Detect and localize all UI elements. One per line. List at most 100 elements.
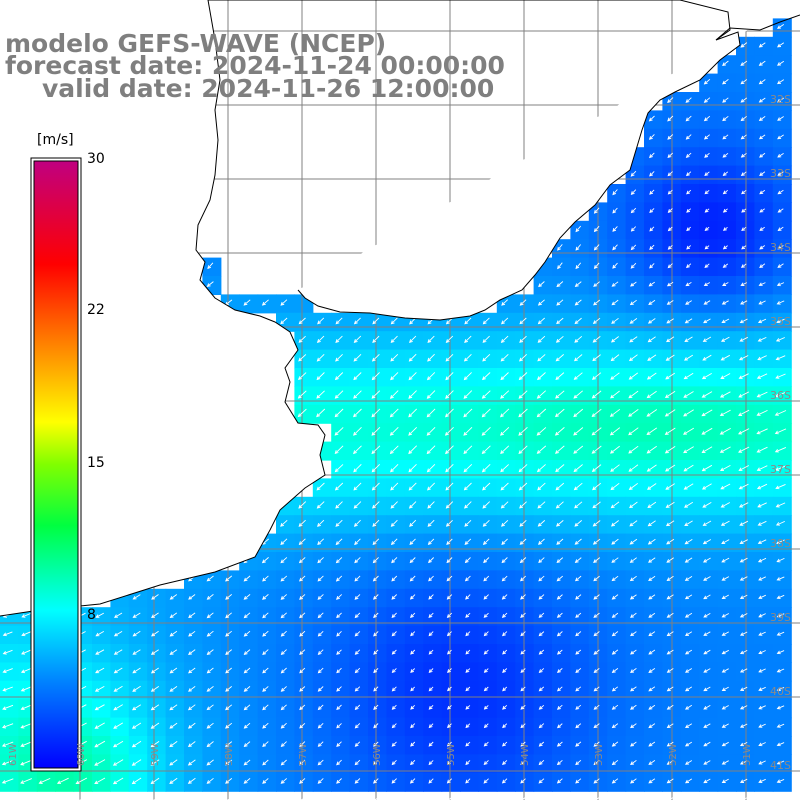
wind-arrow (390, 317, 398, 325)
wind-arrow (502, 686, 508, 692)
wind-arrow (169, 667, 178, 674)
field-cell (680, 441, 700, 461)
wind-arrow (151, 796, 160, 800)
wind-arrow (391, 649, 397, 655)
field-cell (644, 496, 663, 516)
field-cell (368, 607, 387, 627)
field-cell (699, 533, 719, 553)
wind-arrow (21, 613, 31, 618)
wind-arrow (20, 723, 32, 729)
wind-arrow (666, 281, 674, 287)
wind-arrow (188, 667, 196, 674)
wind-arrow (703, 668, 711, 673)
wind-arrow (463, 445, 473, 455)
field-cell (349, 478, 369, 498)
field-cell (349, 662, 369, 682)
wind-arrow (428, 575, 434, 582)
wind-arrow (280, 649, 287, 656)
wind-arrow (354, 575, 361, 582)
wind-arrow (648, 686, 656, 692)
field-cell (607, 404, 627, 424)
field-cell (644, 294, 663, 314)
field-cell (276, 772, 295, 792)
field-cell (331, 552, 351, 571)
wind-arrow (408, 426, 418, 436)
wind-arrow (426, 390, 436, 399)
field-cell (276, 625, 295, 645)
wind-arrow (774, 446, 787, 453)
wind-arrow (758, 613, 766, 618)
field-cell (515, 552, 535, 571)
wind-arrow (463, 390, 473, 399)
wind-arrow (502, 741, 508, 747)
field-cell (404, 607, 424, 627)
wind-arrow (446, 631, 452, 637)
wind-arrow (262, 759, 269, 766)
wind-arrow (721, 539, 730, 545)
wind-arrow (666, 594, 674, 600)
field-cell (699, 92, 719, 111)
field-cell (312, 680, 332, 700)
wind-arrow (720, 483, 731, 490)
wind-arrow (721, 576, 730, 581)
field-cell (533, 496, 553, 516)
wind-arrow (447, 723, 452, 729)
wind-arrow (630, 631, 637, 637)
field-cell (423, 349, 443, 369)
field-cell (220, 699, 240, 719)
field-cell (717, 128, 737, 148)
wind-arrow (758, 282, 766, 287)
field-cell (754, 496, 774, 516)
field-cell (496, 368, 516, 387)
wind-arrow (776, 300, 785, 305)
wind-arrow (336, 667, 342, 674)
wind-arrow (704, 171, 710, 176)
wind-arrow (150, 777, 160, 785)
field-cell (717, 478, 737, 498)
wind-arrow (630, 704, 637, 710)
field-cell (533, 570, 553, 590)
wind-arrow (280, 575, 288, 582)
field-cell (680, 588, 700, 608)
field-cell (276, 588, 295, 608)
wind-arrow (408, 501, 417, 509)
field-cell (478, 625, 498, 645)
field-cell (772, 496, 792, 516)
wind-arrow (704, 208, 710, 213)
wind-arrow (538, 668, 545, 674)
field-cell (331, 441, 351, 461)
wind-arrow (132, 685, 141, 692)
field-cell (441, 423, 461, 443)
field-cell (110, 754, 130, 774)
field-cell (404, 533, 424, 553)
lat-label: 40S (770, 685, 791, 698)
wind-arrow (243, 594, 251, 600)
field-cell (220, 736, 240, 755)
wind-arrow (538, 723, 545, 729)
field-cell (312, 717, 332, 737)
wind-arrow (722, 115, 729, 122)
wind-arrow (684, 649, 693, 655)
field-cell (331, 478, 351, 498)
wind-arrow (335, 501, 343, 509)
wind-arrow (539, 796, 545, 800)
field-cell (680, 736, 700, 755)
field-cell (533, 441, 553, 461)
wind-arrow (703, 649, 711, 655)
wind-arrow (354, 631, 361, 637)
wind-arrow (316, 353, 325, 362)
field-cell (515, 368, 535, 387)
field-cell (460, 515, 479, 535)
field-cell (496, 441, 516, 461)
field-cell (699, 73, 719, 93)
field-cell (699, 386, 719, 406)
wind-arrow (776, 760, 785, 765)
field-cell (349, 699, 369, 719)
field-cell (533, 772, 553, 792)
field-cell (644, 680, 663, 700)
wind-arrow (427, 501, 435, 509)
field-cell (0, 754, 19, 774)
field-cell (331, 312, 351, 332)
wind-arrow (593, 704, 600, 710)
wind-arrow (721, 686, 729, 691)
